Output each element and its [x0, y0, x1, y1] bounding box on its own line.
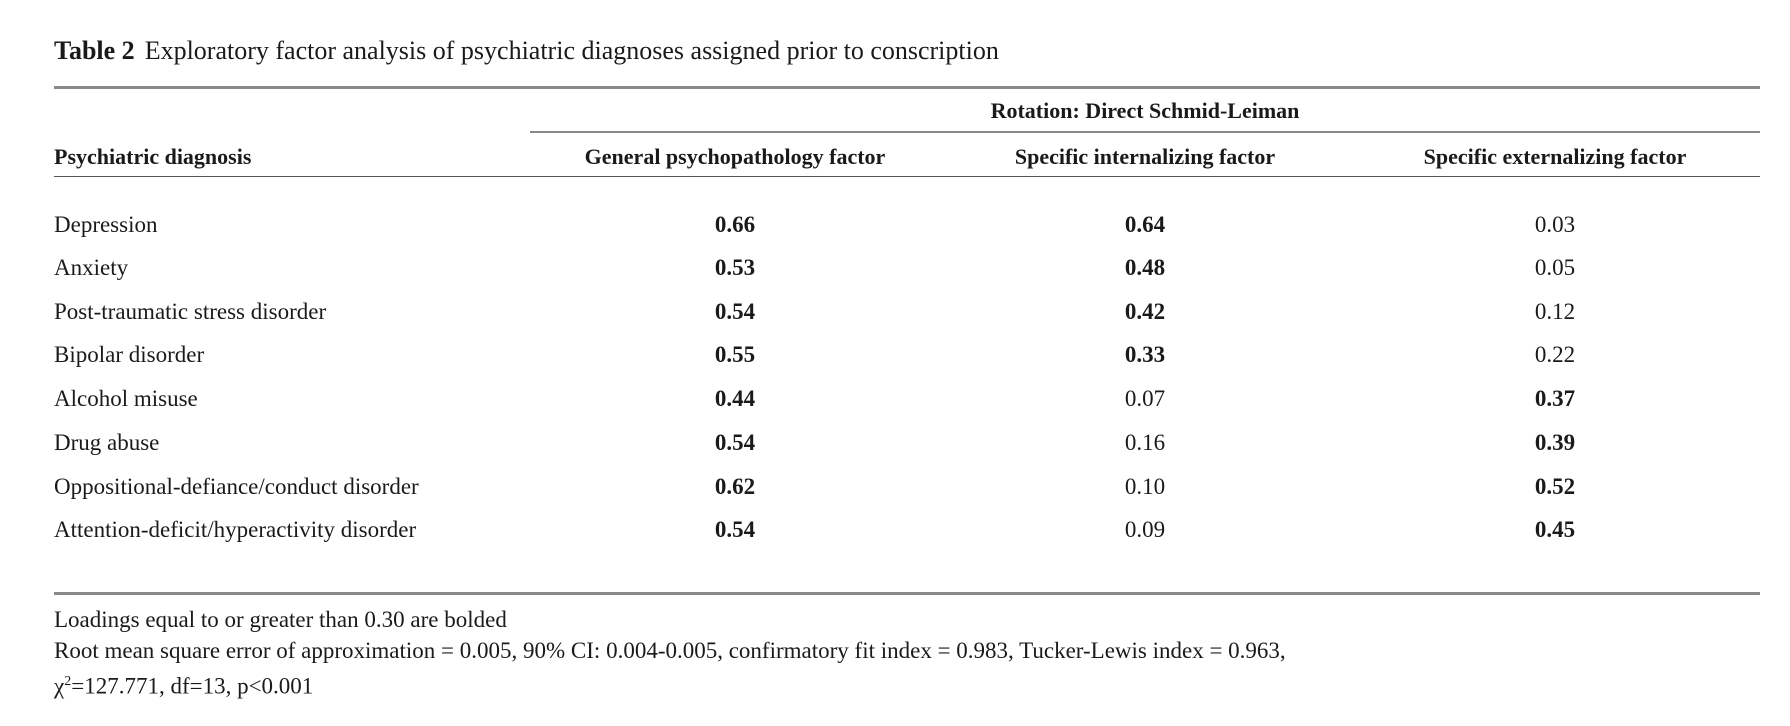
header-externalizing-factor: Specific externalizing factor [1423, 144, 1687, 169]
table-row: Attention-deficit/hyperactivity disorder… [0, 517, 1790, 547]
table-row: Drug abuse 0.54 0.16 0.39 [0, 430, 1790, 460]
cell-diagnosis: Post-traumatic stress disorder [54, 299, 327, 324]
cell-general: 0.62 [714, 474, 756, 499]
header-general-factor: General psychopathology factor [584, 144, 886, 169]
cell-externalizing: 0.37 [1534, 386, 1576, 411]
header-diagnosis: Psychiatric diagnosis [54, 144, 252, 169]
table-row: Post-traumatic stress disorder 0.54 0.42 0.… [0, 299, 1790, 329]
cell-general: 0.66 [714, 212, 756, 237]
cell-internalizing: 0.33 [1124, 342, 1166, 367]
cell-internalizing: 0.16 [1124, 430, 1166, 455]
table-caption: Table 2 Exploratory factor analysis of ps… [54, 36, 999, 66]
cell-general: 0.55 [714, 342, 756, 367]
table-row: Anxiety 0.53 0.48 0.05 [0, 255, 1790, 285]
cell-externalizing: 0.45 [1534, 517, 1576, 542]
table-row: Depression 0.66 0.64 0.03 [0, 212, 1790, 242]
spanner-rule [530, 131, 1760, 133]
table-label: Table 2 [54, 36, 135, 65]
cell-general: 0.44 [714, 386, 756, 411]
cell-internalizing: 0.48 [1124, 255, 1166, 280]
cell-diagnosis: Anxiety [54, 255, 129, 280]
cell-internalizing: 0.10 [1124, 474, 1166, 499]
note-bold-rule: Loadings equal to or greater than 0.30 a… [54, 607, 507, 632]
rotation-spanner-header: Rotation: Direct Schmid-Leiman [990, 98, 1300, 123]
cell-general: 0.53 [714, 255, 756, 280]
chi-symbol: χ [54, 673, 65, 699]
cell-diagnosis: Oppositional-defiance/conduct disorder [54, 474, 419, 499]
table-row: Bipolar disorder 0.55 0.33 0.22 [0, 342, 1790, 372]
cell-externalizing: 0.05 [1534, 255, 1576, 280]
cell-internalizing: 0.42 [1124, 299, 1166, 324]
note-chi-square: χ2=127.771, df=13, p<0.001 [54, 666, 1286, 702]
header-internalizing-factor: Specific internalizing factor [1014, 144, 1276, 169]
table-title: Exploratory factor analysis of psychiatr… [144, 36, 999, 65]
cell-general: 0.54 [714, 430, 756, 455]
cell-diagnosis: Bipolar disorder [54, 342, 205, 367]
top-rule [54, 86, 1760, 89]
cell-diagnosis: Depression [54, 212, 158, 237]
note-fit-indices: Root mean square error of approximation … [54, 638, 1286, 663]
header-rule [54, 176, 1760, 177]
chi-value: =127.771, df=13, p<0.001 [71, 673, 314, 699]
cell-diagnosis: Drug abuse [54, 430, 160, 455]
chi-superscript: 2 [64, 674, 72, 689]
cell-general: 0.54 [714, 517, 756, 542]
table-row: Alcohol misuse 0.44 0.07 0.37 [0, 386, 1790, 416]
cell-internalizing: 0.64 [1124, 212, 1166, 237]
cell-externalizing: 0.52 [1534, 474, 1576, 499]
cell-externalizing: 0.03 [1534, 212, 1576, 237]
table-row: Oppositional-defiance/conduct disorder 0.… [0, 474, 1790, 504]
cell-externalizing: 0.22 [1534, 342, 1576, 367]
cell-general: 0.54 [714, 299, 756, 324]
cell-externalizing: 0.39 [1534, 430, 1576, 455]
cell-externalizing: 0.12 [1534, 299, 1576, 324]
bottom-rule [54, 592, 1760, 595]
cell-diagnosis: Attention-deficit/hyperactivity disorder [54, 517, 417, 542]
table-notes: Loadings equal to or greater than 0.30 a… [54, 604, 1286, 702]
cell-internalizing: 0.07 [1124, 386, 1166, 411]
cell-diagnosis: Alcohol misuse [54, 386, 198, 411]
cell-internalizing: 0.09 [1124, 517, 1166, 542]
